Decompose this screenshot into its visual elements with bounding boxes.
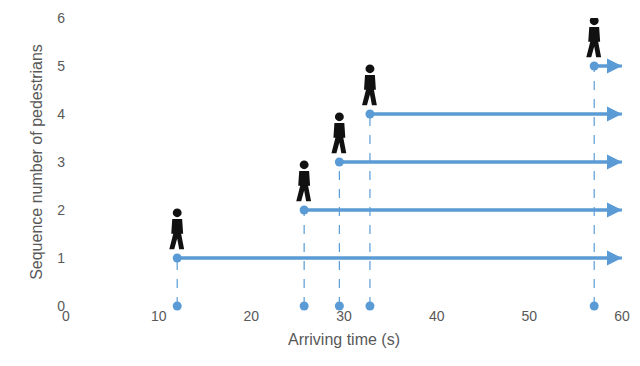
svg-text:Arriving time (s): Arriving time (s) [288,331,400,348]
svg-text:30: 30 [336,308,352,324]
svg-text:6: 6 [57,10,65,26]
svg-text:5: 5 [57,58,65,74]
svg-text:40: 40 [429,308,445,324]
svg-text:1: 1 [57,250,65,266]
svg-text:50: 50 [522,308,538,324]
svg-text:3: 3 [57,154,65,170]
svg-text:Sequence number of pedestrians: Sequence number of pedestrians [28,44,45,280]
svg-text:60: 60 [614,308,630,324]
svg-text:20: 20 [244,308,260,324]
svg-text:2: 2 [57,202,65,218]
svg-text:10: 10 [151,308,167,324]
svg-text:0: 0 [57,298,65,314]
svg-text:0: 0 [62,308,70,324]
svg-text:4: 4 [57,106,65,122]
